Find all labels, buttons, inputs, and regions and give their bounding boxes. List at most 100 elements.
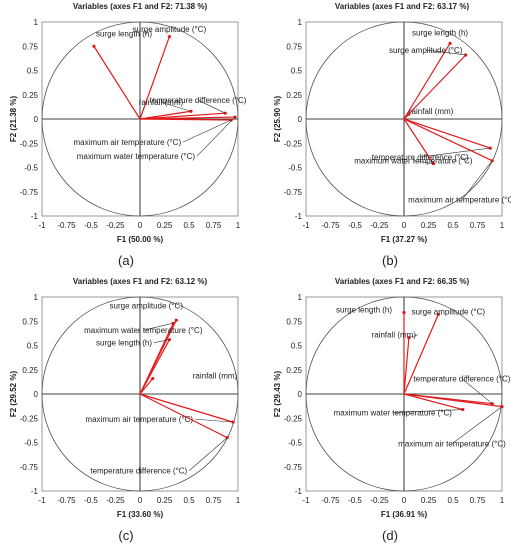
label-leader-line [160, 101, 192, 112]
label-leader-line [425, 49, 466, 56]
y-tick-label: -1 [295, 212, 303, 221]
x-tick-label: 0.25 [421, 221, 437, 230]
loading-point [167, 34, 171, 39]
label-leader-line [196, 116, 236, 157]
y-tick-label: -0.25 [20, 414, 39, 423]
variable-label: maximum water temperature (°C) [84, 326, 203, 335]
variable-label: surge amplitude (°C) [389, 46, 463, 55]
loading-vector [403, 54, 467, 120]
label-leader-line [461, 378, 493, 404]
x-axis-title: F1 (36.91 %) [381, 510, 428, 519]
y-tick-label: -1 [31, 487, 39, 496]
chart-title: Variables (axes F1 and F2: 63.17 %) [335, 2, 470, 11]
y-tick-label: 0 [298, 390, 303, 399]
correlation-circle [41, 21, 239, 217]
label-leader-line [189, 437, 228, 471]
y-tick-label: 1 [34, 293, 39, 302]
x-tick-label: 0.75 [470, 496, 486, 505]
chart-panel-4: -1 -0.75 -0.5 -0.25 0 0.25 0.5 0.75 1 -1 -0.75 -0.5… [273, 277, 511, 543]
loading-point [448, 41, 452, 45]
loading-vector [139, 378, 154, 395]
label-leader-line [408, 334, 419, 339]
variable-label: temperature difference (°C) [372, 153, 469, 162]
x-tick-label: -0.5 [84, 221, 98, 230]
variable-label: surge length (h) [336, 306, 392, 315]
chart-title: Variables (axes F1 and F2: 66.35 %) [335, 277, 470, 286]
variable-label: maximum air temperature (°C) [73, 138, 181, 147]
y-tick-label: 0.75 [286, 42, 302, 51]
variable-label: temperature difference (°C) [150, 96, 247, 105]
x-tick-label: 0.25 [157, 221, 173, 230]
variable-label: maximum air temperature (°C) [408, 196, 511, 205]
label-leader-line [183, 119, 232, 143]
loading-vector [403, 118, 491, 149]
x-tick-label: 1 [236, 496, 241, 505]
variable-label: maximum air temperature (°C) [85, 415, 193, 424]
chart-panel-2: -1 -0.75 -0.5 -0.25 0 0.25 0.5 0.75 1 -1 -0.75 -0.5… [273, 2, 511, 268]
chart-title: Variables (axes F1 and F2: 71.38 %) [73, 2, 208, 11]
y-axis-title: F2 (29.43 %) [273, 371, 282, 418]
chart-panel-1: -1 -0.75 -0.5 -0.25 0 0.25 0.5 0.75 1 -1 -0.75 -0.5… [9, 2, 247, 268]
x-tick-label: 0.25 [421, 496, 437, 505]
panel-label: (c) [118, 528, 133, 543]
chart-panel-3: -1 -0.75 -0.5 -0.25 0 0.25 0.5 0.75 1 -1 -0.75 -0.5… [9, 277, 241, 543]
y-tick-label: 0.75 [22, 317, 38, 326]
panel-label: (a) [118, 253, 134, 268]
loading-point [151, 376, 155, 381]
x-tick-label: 0 [138, 496, 143, 505]
y-tick-label: 0.25 [22, 366, 38, 375]
variable-label: maximum water temperature (°C) [354, 157, 473, 166]
y-tick-label: 0.5 [291, 67, 303, 76]
panel-label: (d) [382, 528, 398, 543]
y-tick-label: 0.25 [22, 91, 38, 100]
x-tick-label: -0.5 [348, 221, 362, 230]
loading-vector [403, 118, 493, 162]
loading-vector [403, 118, 434, 164]
x-tick-label: -1 [38, 221, 46, 230]
x-tick-label: -0.5 [84, 496, 98, 505]
loading-point [174, 318, 178, 322]
loading-vector [403, 393, 503, 408]
x-tick-label: 0.25 [157, 496, 173, 505]
label-leader-line [153, 339, 170, 343]
x-tick-label: 0.75 [206, 496, 222, 505]
y-tick-label: -0.5 [24, 439, 38, 448]
label-leader-line [420, 147, 491, 158]
variable-label: maximum water temperature (°C) [334, 409, 453, 418]
x-tick-label: 0.75 [470, 221, 486, 230]
x-axis-title: F1 (50.00 %) [117, 235, 164, 244]
x-tick-label: 0 [402, 496, 407, 505]
x-tick-label: -0.75 [57, 221, 76, 230]
x-tick-label: 0 [402, 221, 407, 230]
chart-title: Variables (axes F1 and F2: 63.12 %) [73, 277, 208, 286]
y-tick-label: 0.75 [286, 317, 302, 326]
x-tick-label: -0.25 [370, 496, 389, 505]
y-tick-label: 0 [298, 115, 303, 124]
loading-vector [403, 393, 463, 411]
x-tick-label: 1 [500, 221, 505, 230]
loading-vector [93, 45, 141, 120]
label-leader-line [143, 322, 174, 331]
x-axis-title: F1 (37.27 %) [381, 235, 428, 244]
correlation-circle [305, 296, 503, 492]
x-tick-label: -1 [38, 496, 46, 505]
y-tick-label: 0 [34, 390, 39, 399]
y-tick-label: 0.25 [286, 366, 302, 375]
y-tick-label: -0.75 [20, 188, 39, 197]
y-tick-label: 0.5 [27, 67, 39, 76]
y-axis-title: F2 (21.38 %) [9, 96, 18, 143]
y-tick-label: 1 [298, 293, 303, 302]
x-tick-label: -0.75 [57, 496, 76, 505]
y-tick-label: 0.5 [27, 342, 39, 351]
label-leader-line [461, 160, 493, 200]
correlation-circle [41, 296, 239, 492]
y-tick-label: -0.25 [284, 139, 303, 148]
loading-vector [139, 339, 170, 395]
x-tick-label: 0.5 [447, 221, 459, 230]
y-tick-label: 0.5 [291, 342, 303, 351]
variable-label: surge amplitude (°C) [133, 25, 207, 34]
loading-vector [139, 110, 192, 120]
y-axis-title: F2 (25.90 %) [273, 96, 282, 143]
